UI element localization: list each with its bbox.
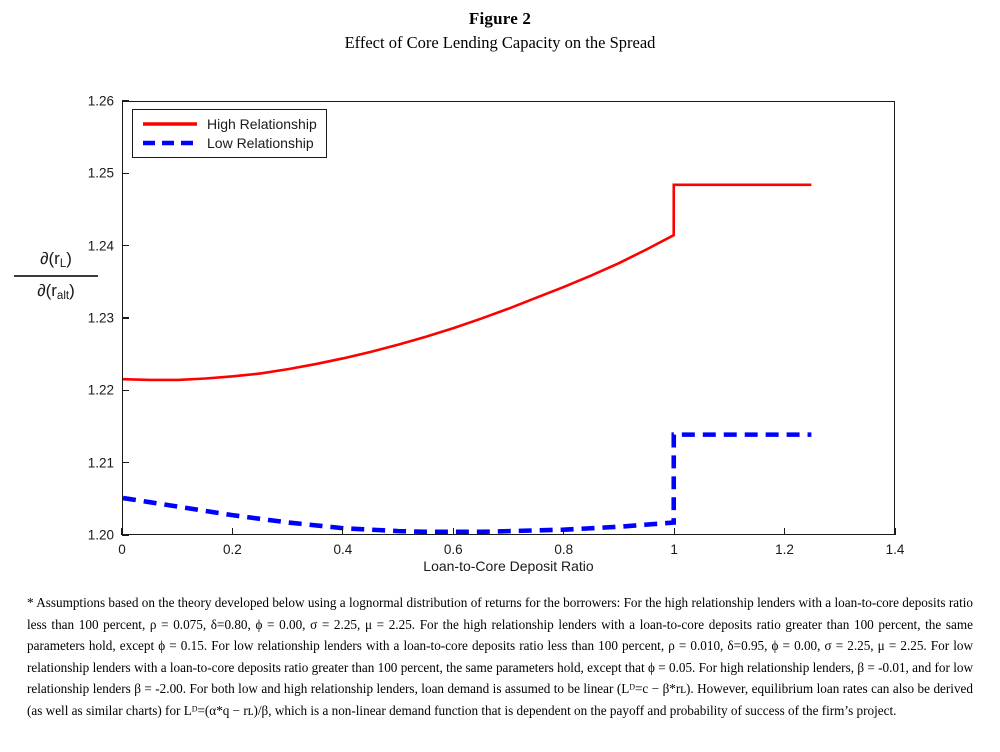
y-tick-label: 1.21 [87,455,114,471]
plot-svg [123,183,812,534]
x-tick-mark [783,528,786,535]
y-tick-label: 1.24 [87,238,114,254]
x-tick-label: 1.4 [885,542,905,557]
series-layer [123,183,812,534]
chart-legend: High Relationship Low Relationship [132,109,327,158]
y-tick-mark [122,389,129,391]
y-axis-denominator: ∂(ralt) [37,280,75,302]
y-axis-numerator: ∂(rL) [40,249,72,271]
legend-label-high: High Relationship [207,115,317,132]
legend-label-low: Low Relationship [207,134,314,151]
y-tick-label: 1.26 [87,93,114,109]
legend-swatch-solid-red [142,117,198,131]
y-tick-label: 1.22 [87,382,114,398]
x-tick-mark [673,528,675,535]
figure-footnote: * Assumptions based on the theory develo… [27,595,973,718]
y-tick-mark [122,462,129,464]
y-axis-title: ∂(rL) ∂(ralt) [8,247,104,306]
x-axis-title: Loan-to-Core Deposit Ratio [423,558,594,574]
x-tick-label: 0.4 [333,542,353,557]
x-tick-label: 0.2 [223,542,242,557]
x-tick-mark [563,528,565,535]
y-tick-mark [122,317,129,319]
x-tick-label: 0.6 [443,542,463,557]
fraction-bar [14,275,98,277]
x-tick-label: 1.2 [775,542,794,557]
x-tick-mark [452,528,454,535]
figure-subtitle: Effect of Core Lending Capacity on the S… [344,33,656,52]
chart-figure: ∂(rL) ∂(ralt) High Relationship Low Rela… [0,72,1000,582]
y-tick-mark [122,172,129,174]
y-tick-label: 1.25 [87,165,114,181]
plot-area [122,101,895,535]
x-tick-label: 1 [670,542,678,557]
legend-swatch-dashed-blue [142,136,198,150]
figure-number: Figure 2 [468,9,532,28]
x-tick-mark [894,528,896,535]
series-line-high-relationship [123,183,812,382]
y-tick-label: 1.23 [87,310,114,326]
x-tick-mark [121,528,123,535]
legend-item-high: High Relationship [142,114,317,133]
x-tick-mark [342,528,344,535]
x-tick-mark [231,528,234,535]
series-line-low-relationship [123,432,812,534]
legend-item-low: Low Relationship [142,133,317,152]
y-tick-label: 1.20 [87,527,114,543]
y-tick-mark [122,100,129,102]
figure-header: Figure 2 Effect of Core Lending Capacity… [0,0,1000,54]
x-tick-label: 0.8 [554,542,574,557]
x-tick-label: 0 [118,542,126,557]
y-tick-mark [122,534,129,536]
y-tick-mark [122,245,129,247]
